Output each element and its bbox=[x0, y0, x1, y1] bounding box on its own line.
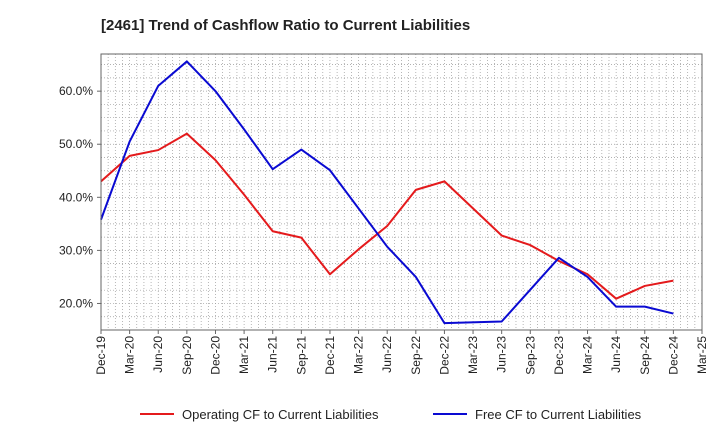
x-tick-label: Jun-24 bbox=[609, 336, 623, 373]
x-tick-label: Sep-24 bbox=[638, 336, 652, 375]
x-tick-label: Jun-22 bbox=[380, 336, 394, 373]
x-tick-label: Jun-20 bbox=[151, 336, 165, 373]
x-tick-label: Mar-21 bbox=[237, 336, 251, 374]
x-tick-label: Sep-21 bbox=[294, 336, 308, 375]
plot-frame bbox=[100, 53, 703, 331]
x-tick-label: Mar-22 bbox=[352, 336, 366, 374]
x-tick-label: Jun-21 bbox=[266, 336, 280, 373]
x-tick-label: Mar-25 bbox=[695, 336, 709, 374]
x-tick-label: Dec-19 bbox=[94, 336, 108, 375]
y-tick-label: 20.0% bbox=[59, 296, 93, 310]
x-tick-label: Jun-23 bbox=[495, 336, 509, 373]
tick-labels: 20.0% 30.0% 40.0% 50.0% 60.0% Dec-19 Mar-20 Jun… bbox=[59, 84, 709, 375]
legend-label-2: Free CF to Current Liabilities bbox=[475, 407, 642, 422]
y-tick-label: 60.0% bbox=[59, 84, 93, 98]
axes bbox=[100, 53, 703, 331]
legend-label-1: Operating CF to Current Liabilities bbox=[182, 407, 379, 422]
x-tick-label: Sep-22 bbox=[409, 336, 423, 375]
x-tick-label: Dec-24 bbox=[666, 336, 680, 375]
x-tick-label: Sep-23 bbox=[523, 336, 537, 375]
x-tick-label: Dec-20 bbox=[208, 336, 222, 375]
x-tick-label: Dec-22 bbox=[437, 336, 451, 375]
y-tick-label: 40.0% bbox=[59, 190, 93, 204]
y-tick-label: 30.0% bbox=[59, 243, 93, 257]
x-tick-label: Sep-20 bbox=[180, 336, 194, 375]
y-tick-label: 50.0% bbox=[59, 137, 93, 151]
x-tick-label: Mar-24 bbox=[581, 336, 595, 374]
series-line-1 bbox=[100, 132, 674, 300]
legend: Operating CF to Current Liabilities Free … bbox=[140, 407, 642, 422]
x-tick-label: Dec-21 bbox=[323, 336, 337, 375]
series-layer bbox=[100, 60, 674, 325]
x-tick-label: Mar-20 bbox=[123, 336, 137, 374]
x-tick-label: Dec-23 bbox=[552, 336, 566, 375]
x-tick-label: Mar-23 bbox=[466, 336, 480, 374]
chart-title: [2461] Trend of Cashflow Ratio to Curren… bbox=[101, 17, 470, 34]
series-line-2 bbox=[100, 60, 674, 325]
